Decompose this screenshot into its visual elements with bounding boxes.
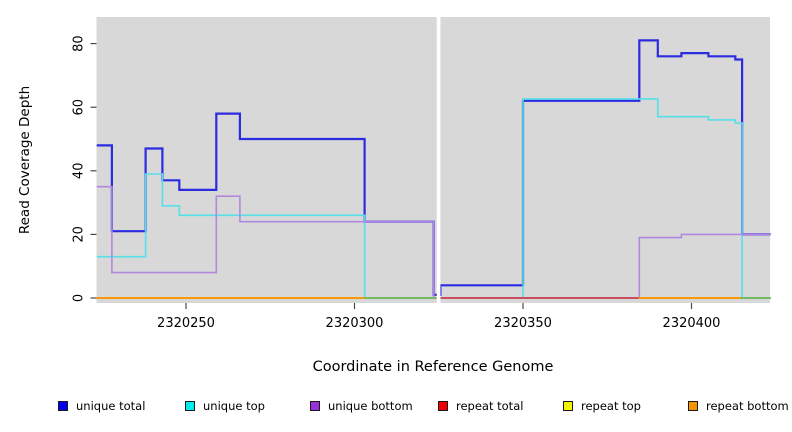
x-axis-title: Coordinate in Reference Genome <box>312 359 554 375</box>
legend-label: repeat bottom <box>706 399 789 413</box>
series-unique-bottom <box>96 185 771 299</box>
y-tick-label: 20 <box>72 226 87 243</box>
legend-label: unique total <box>76 399 146 413</box>
legend-item-unique-total: unique total <box>58 398 145 414</box>
repeat-top-swatch-icon <box>563 401 573 411</box>
y-tick-label: 80 <box>72 35 87 52</box>
unique-bottom-swatch-icon <box>310 401 320 411</box>
legend-label: unique bottom <box>328 399 413 413</box>
series-unique-top <box>96 98 771 299</box>
no-data-gap-band <box>436 16 441 304</box>
legend-item-repeat-total: repeat total <box>438 398 523 414</box>
legend-label: repeat total <box>456 399 524 413</box>
repeat-total-swatch-icon <box>438 401 448 411</box>
x-tick-label: 2320350 <box>494 316 552 331</box>
y-tick-label: 60 <box>72 99 87 116</box>
unique-total-swatch-icon <box>58 401 68 411</box>
y-tick-label: 40 <box>72 163 87 180</box>
x-tick-label: 2320400 <box>663 316 721 331</box>
x-tick-label: 2320250 <box>157 316 215 331</box>
repeat-bottom-swatch-icon <box>688 401 698 411</box>
legend-item-repeat-top: repeat top <box>563 398 641 414</box>
chart-legend: unique total unique top unique bottom re… <box>0 398 792 416</box>
legend-item-repeat-bottom: repeat bottom <box>688 398 789 414</box>
legend-label: repeat top <box>581 399 641 413</box>
y-tick-label: 0 <box>72 294 87 302</box>
legend-label: unique top <box>203 399 265 413</box>
y-axis-title: Read Coverage Depth <box>17 85 33 235</box>
unique-top-swatch-icon <box>185 401 195 411</box>
legend-item-unique-top: unique top <box>185 398 265 414</box>
legend-item-unique-bottom: unique bottom <box>310 398 413 414</box>
x-tick-label: 2320300 <box>326 316 384 331</box>
